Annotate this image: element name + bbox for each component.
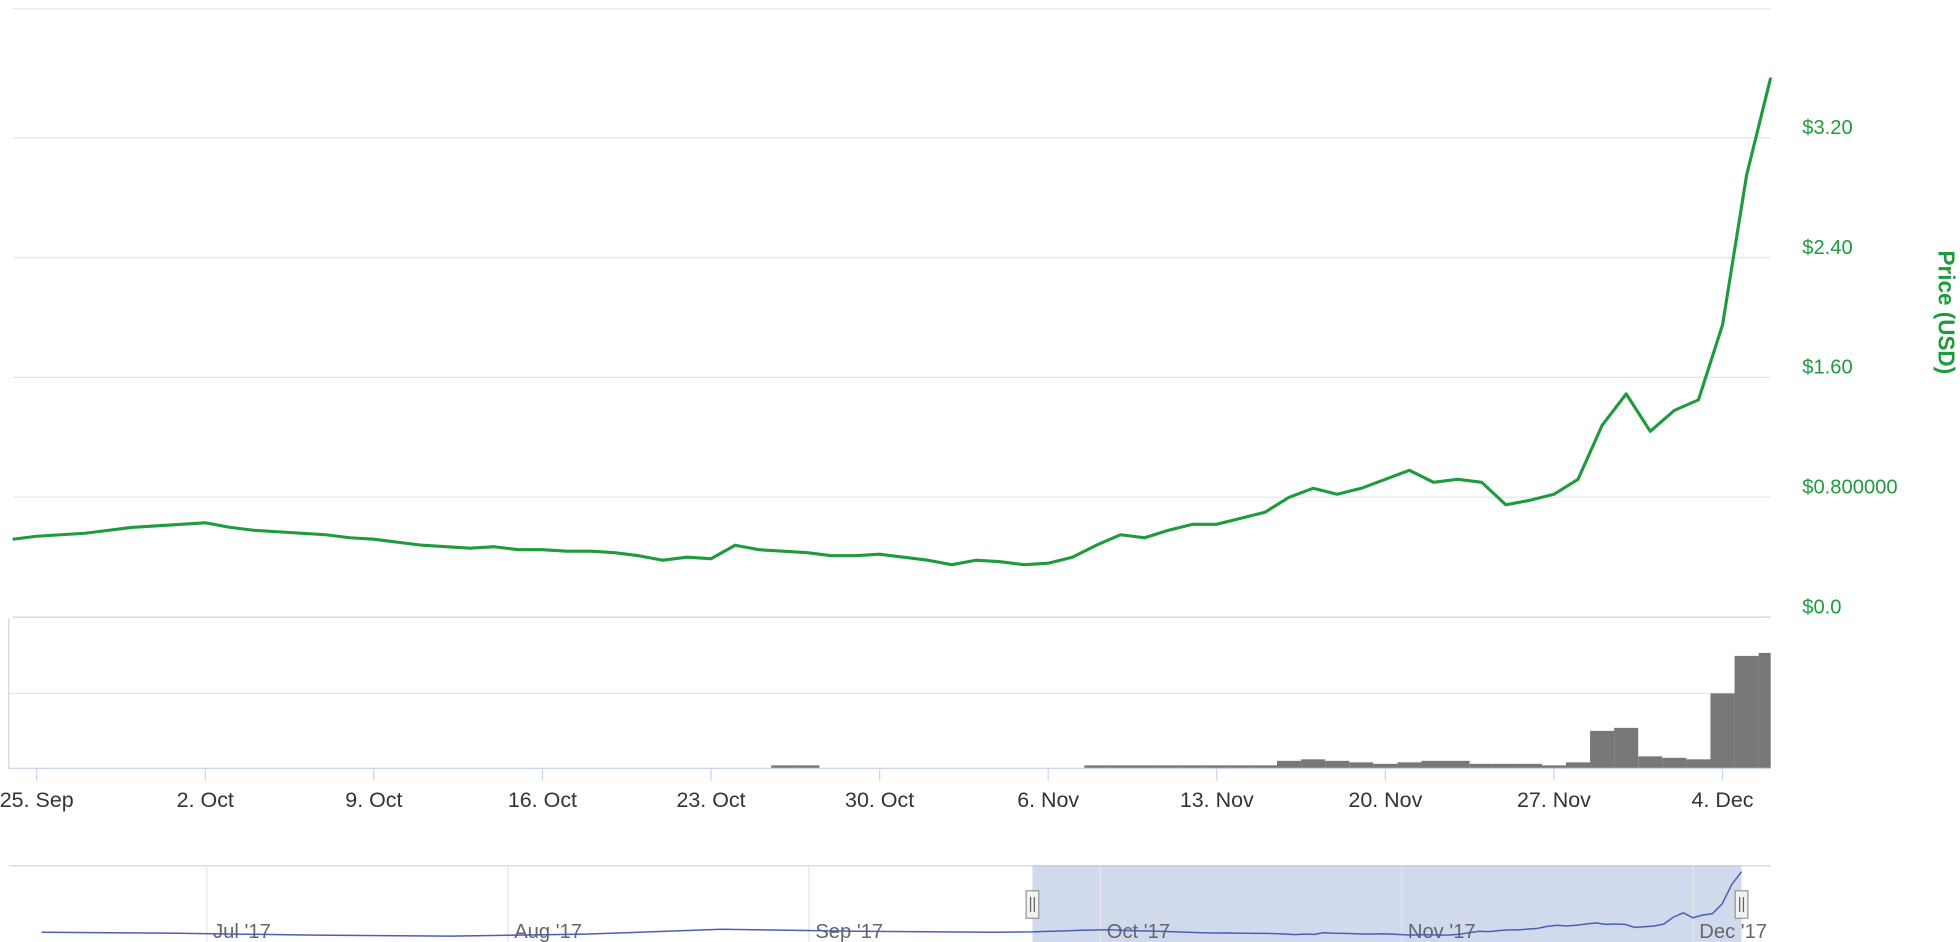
y-tick-label: $1.60 bbox=[1802, 357, 1853, 379]
volume-bar bbox=[1276, 760, 1302, 769]
volume-bar bbox=[1084, 765, 1109, 769]
x-tick-label: 25. Sep bbox=[0, 788, 74, 812]
volume-bar bbox=[795, 765, 820, 769]
volume-bar bbox=[1397, 762, 1422, 769]
volume-bar bbox=[1228, 765, 1253, 769]
volume-bar bbox=[1252, 765, 1277, 769]
volume-bar bbox=[1565, 762, 1591, 769]
x-tick-label: 9. Oct bbox=[345, 788, 402, 812]
volume-bar bbox=[1590, 730, 1615, 769]
volume-bar bbox=[771, 765, 796, 769]
navigator-line bbox=[41, 871, 1743, 937]
navigator-tick-label: Dec '17 bbox=[1699, 921, 1767, 942]
handle-grip bbox=[1739, 897, 1745, 913]
y-tick-label: $0.0 bbox=[1802, 597, 1841, 619]
price-line bbox=[12, 77, 1773, 567]
navigator-handle[interactable] bbox=[1734, 890, 1749, 919]
x-tick-label: 13. Nov bbox=[1180, 788, 1254, 812]
volume-bar bbox=[1132, 765, 1157, 769]
x-tick-label: 16. Oct bbox=[508, 788, 577, 812]
volume-bar bbox=[1108, 765, 1133, 769]
x-tick-label: 27. Nov bbox=[1517, 788, 1591, 812]
volume-bar bbox=[1180, 765, 1205, 769]
volume-bar bbox=[1493, 763, 1518, 769]
navigator-range bbox=[1032, 865, 1742, 942]
navigator-handle[interactable] bbox=[1025, 890, 1040, 919]
volume-bar bbox=[1638, 756, 1663, 769]
y-tick-label: $0.800000 bbox=[1802, 477, 1897, 499]
y-tick-label: $3.20 bbox=[1802, 117, 1853, 139]
navigator-tick-label: Nov '17 bbox=[1408, 921, 1476, 942]
x-tick-label: 20. Nov bbox=[1348, 788, 1422, 812]
y-axis-title: Price (USD) bbox=[1934, 250, 1959, 374]
volume-bar bbox=[1349, 762, 1374, 769]
navigator-tick-label: Aug '17 bbox=[514, 921, 582, 942]
x-tick-label: 6. Nov bbox=[1017, 788, 1079, 812]
volume-bar bbox=[1445, 760, 1470, 769]
volume-bar bbox=[1614, 727, 1639, 769]
volume-bar bbox=[1204, 765, 1229, 769]
volume-bar bbox=[1373, 763, 1398, 769]
x-tick-label: 23. Oct bbox=[676, 788, 745, 812]
volume-bar bbox=[1469, 763, 1494, 769]
volume-bar bbox=[1758, 652, 1771, 769]
volume-bar bbox=[1301, 759, 1326, 769]
volume-bar bbox=[1421, 760, 1446, 769]
volume-bar bbox=[1710, 693, 1735, 769]
x-tick-label: 2. Oct bbox=[177, 788, 234, 812]
volume-bar bbox=[1325, 760, 1350, 769]
handle-grip bbox=[1029, 897, 1035, 913]
volume-bar bbox=[1541, 765, 1566, 769]
y-tick-label: $2.40 bbox=[1802, 237, 1853, 259]
navigator-tick-label: Jul '17 bbox=[213, 921, 271, 942]
volume-bar bbox=[1517, 763, 1542, 769]
navigator-tick-label: Oct '17 bbox=[1107, 921, 1170, 942]
x-tick-label: 4. Dec bbox=[1692, 788, 1754, 812]
volume-bar bbox=[1686, 759, 1711, 769]
volume-bar bbox=[1156, 765, 1181, 769]
volume-bar bbox=[1734, 655, 1759, 769]
volume-bar bbox=[1662, 757, 1687, 769]
x-tick-label: 30. Oct bbox=[845, 788, 914, 812]
